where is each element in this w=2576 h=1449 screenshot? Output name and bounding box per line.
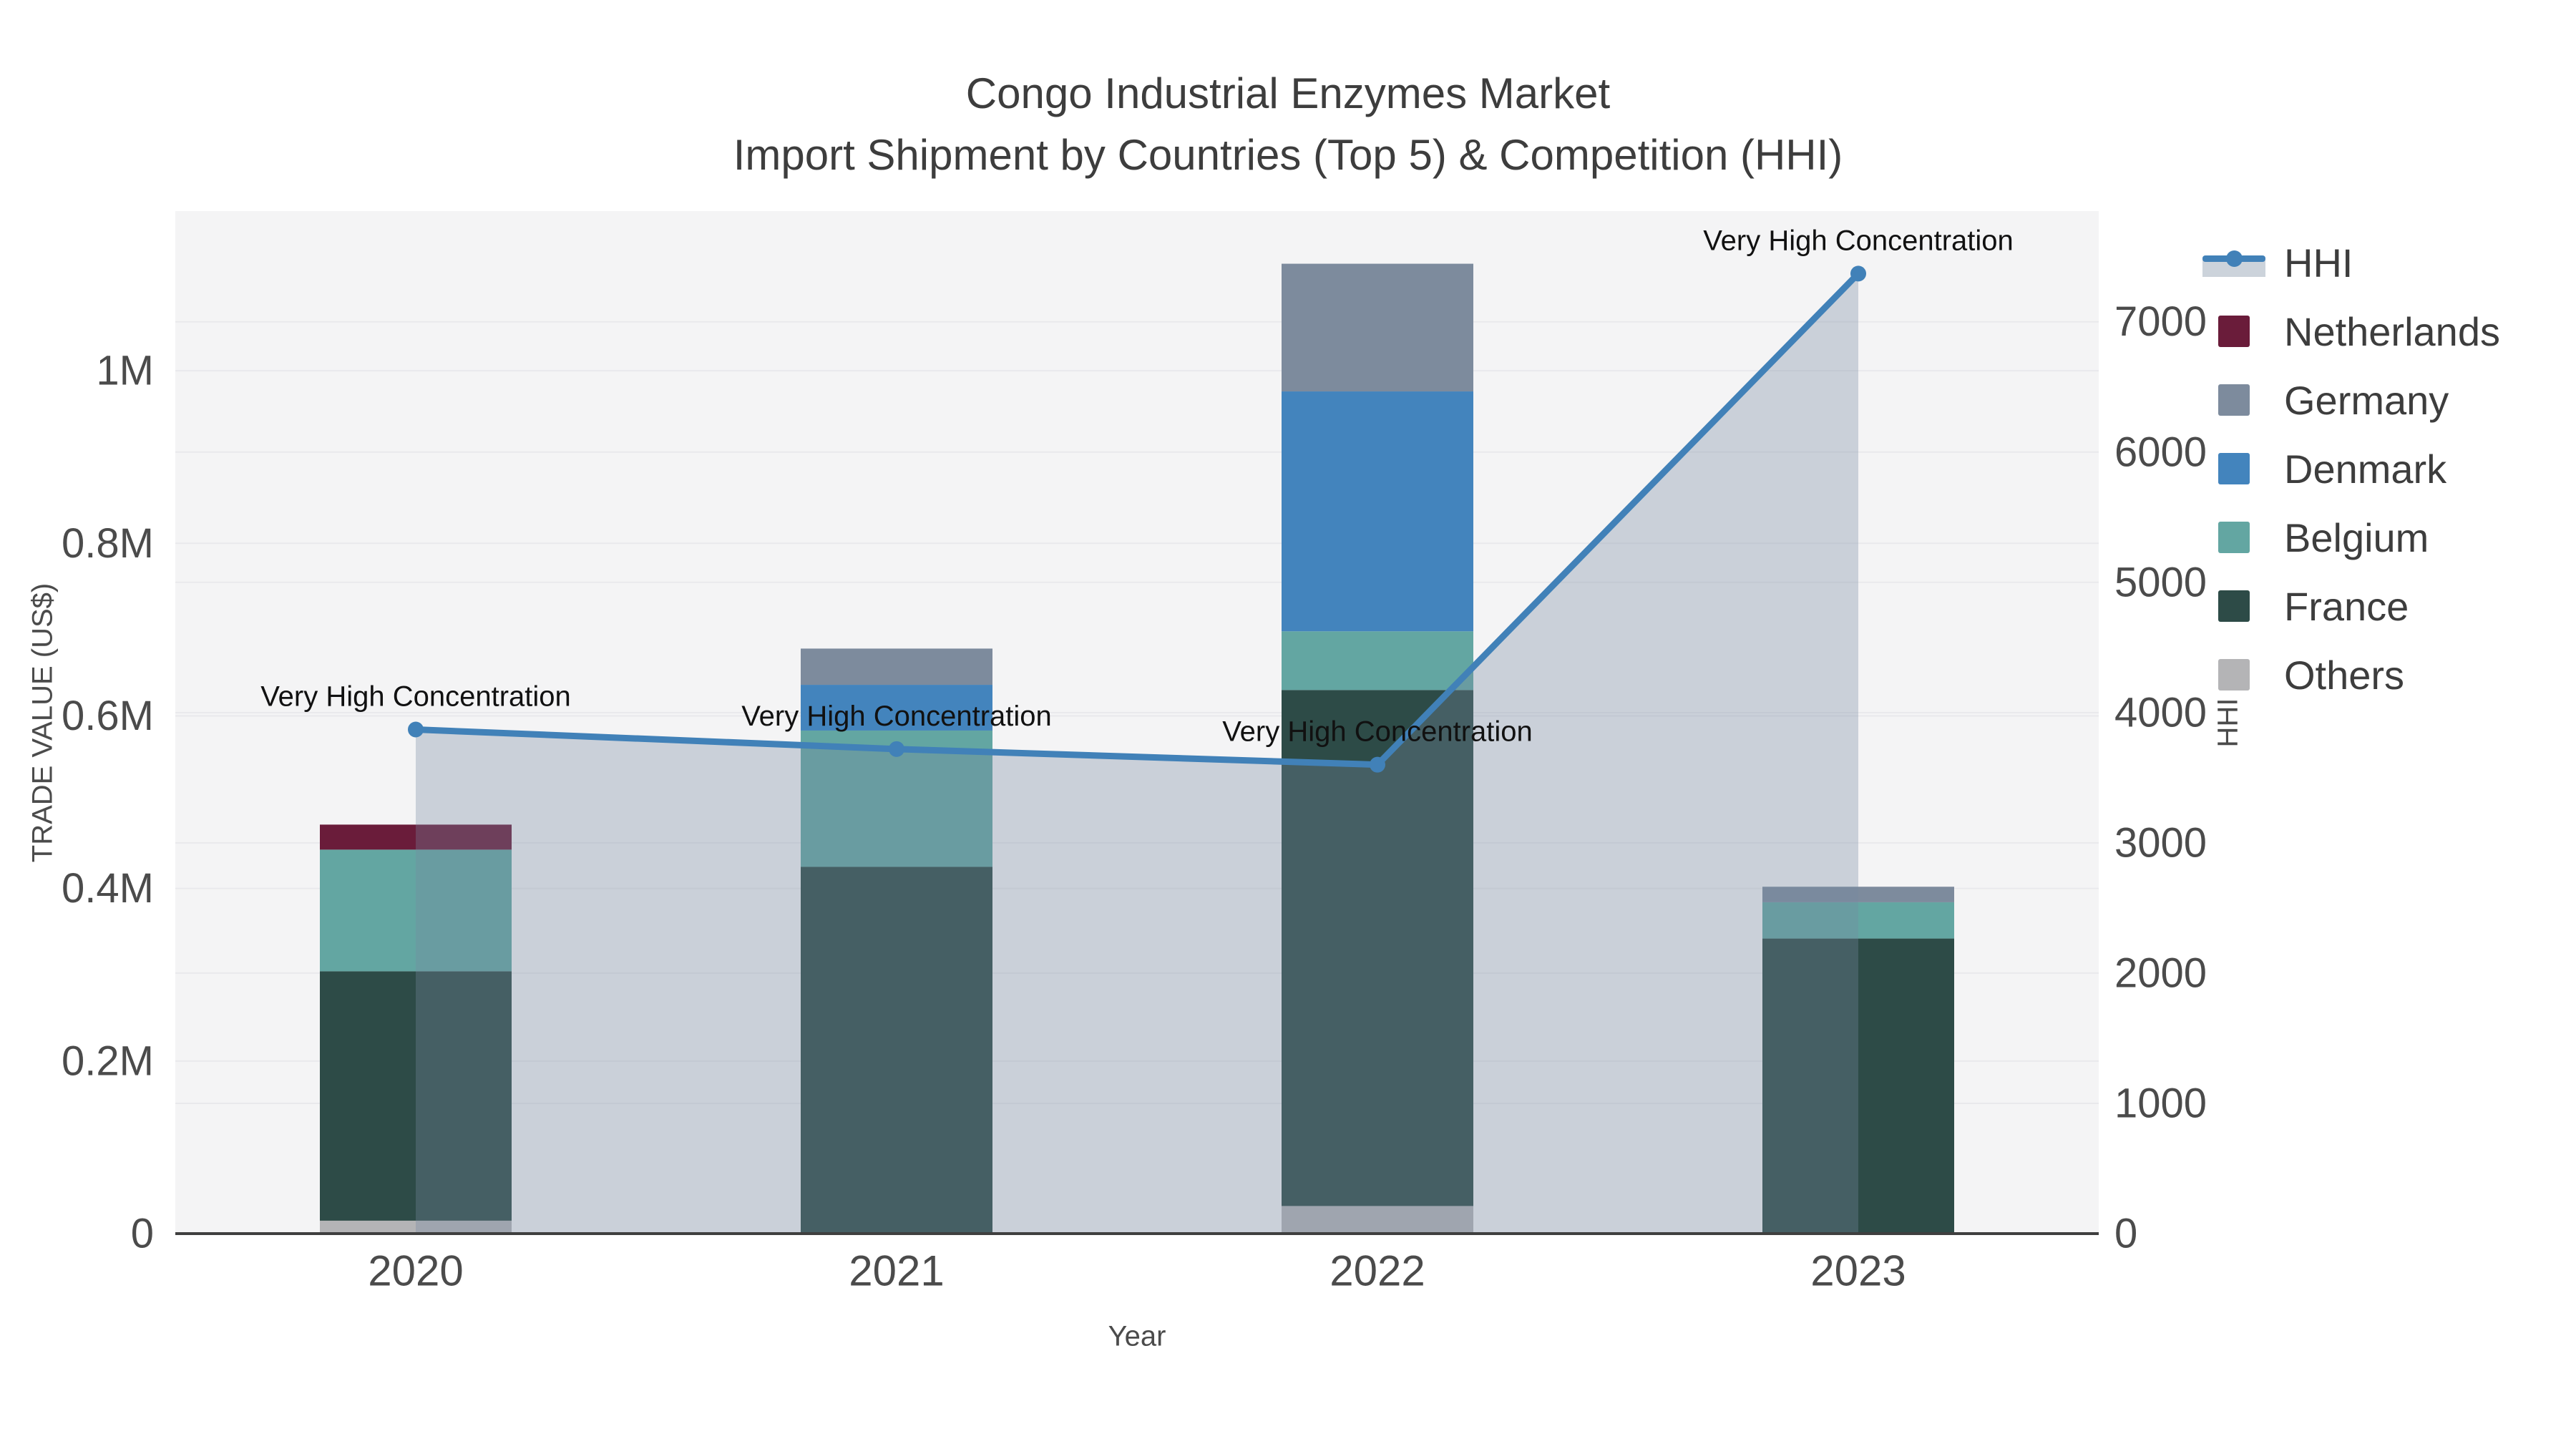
bar-segment-germany-2021[interactable] [801,648,992,686]
legend-item-belgium[interactable]: Belgium [2202,503,2500,572]
bar-segment-belgium-2022[interactable] [1282,631,1473,691]
x-tick-2020: 2020 [368,1247,463,1295]
right-tick-3000: 3000 [2114,819,2207,866]
right-tick-5000: 5000 [2114,559,2207,605]
right-tick-6000: 6000 [2114,429,2207,475]
bar-segment-others-2020[interactable] [320,1220,512,1234]
left-tick-0.2M: 0.2M [62,1038,154,1084]
legend-label: Germany [2284,377,2449,423]
legend-item-others[interactable]: Others [2202,640,2500,709]
left-tick-0.6M: 0.6M [62,693,154,739]
bar-segment-france-2021[interactable] [801,867,992,1234]
right-tick-7000: 7000 [2114,298,2207,345]
bar-segment-belgium-2023[interactable] [1762,902,1954,939]
bar-segment-netherlands-2020[interactable] [320,824,512,850]
hhi-line-icon [2202,248,2265,277]
chart-title-line1: Congo Industrial Enzymes Market [965,69,1611,117]
bar-segment-denmark-2022[interactable] [1282,391,1473,632]
legend-item-france[interactable]: France [2202,572,2500,640]
right-tick-2000: 2000 [2114,950,2207,996]
legend-label: Belgium [2284,514,2429,560]
right-tick-0: 0 [2114,1211,2137,1257]
bar-segment-france-2022[interactable] [1282,690,1473,1206]
annotation-2020: Very High Concentration [260,681,571,713]
x-tick-2023: 2023 [1810,1247,1906,1295]
hhi-line [415,271,1861,769]
bar-segment-germany-2023[interactable] [1762,887,1954,902]
legend-label: HHI [2284,240,2353,286]
netherlands-swatch-icon [2218,316,2250,347]
hhi-area-fill [416,273,1858,1234]
x-axis-title: Year [1108,1320,1166,1352]
right-tick-4000: 4000 [2114,689,2207,736]
bar-segment-germany-2022[interactable] [1282,263,1473,392]
belgium-swatch-icon [2218,522,2250,553]
x-tick-2022: 2022 [1330,1247,1425,1295]
hhi-point-2020[interactable] [408,721,424,738]
denmark-swatch-icon [2218,453,2250,484]
right-tick-1000: 1000 [2114,1080,2207,1126]
hhi-point-2022[interactable] [1370,756,1385,773]
annotation-2022: Very High Concentration [1222,716,1533,748]
legend-label: France [2284,583,2409,629]
bar-segment-france-2020[interactable] [320,971,512,1221]
left-tick-0.8M: 0.8M [62,520,154,567]
hhi-point-2021[interactable] [889,741,904,757]
left-tick-0: 0 [131,1211,154,1257]
left-tick-1M: 1M [96,348,154,394]
legend-label: Denmark [2284,446,2447,492]
legend-item-hhi[interactable]: HHI [2202,228,2500,297]
legend: HHI Netherlands Germany Denmark Belgium … [2202,228,2500,709]
legend-item-netherlands[interactable]: Netherlands [2202,297,2500,366]
france-swatch-icon [2218,590,2250,622]
chart-title-line2: Import Shipment by Countries (Top 5) & C… [733,131,1843,179]
bar-segment-denmark-2021[interactable] [801,685,992,731]
bar-segment-france-2023[interactable] [1762,938,1954,1234]
others-swatch-icon [2218,659,2250,691]
legend-item-denmark[interactable]: Denmark [2202,434,2500,503]
annotation-2021: Very High Concentration [741,701,1052,732]
germany-swatch-icon [2218,384,2250,416]
legend-item-germany[interactable]: Germany [2202,366,2500,434]
annotation-2023: Very High Concentration [1703,225,2014,256]
hhi-point-2023[interactable] [1850,265,1866,282]
legend-label: Others [2284,652,2405,698]
x-tick-2021: 2021 [849,1247,944,1295]
bar-segment-belgium-2020[interactable] [320,849,512,972]
legend-label: Netherlands [2284,308,2500,354]
left-tick-0.4M: 0.4M [62,865,154,912]
bar-segment-others-2022[interactable] [1282,1206,1473,1234]
left-axis-title: TRADE VALUE (US$) [26,582,59,863]
